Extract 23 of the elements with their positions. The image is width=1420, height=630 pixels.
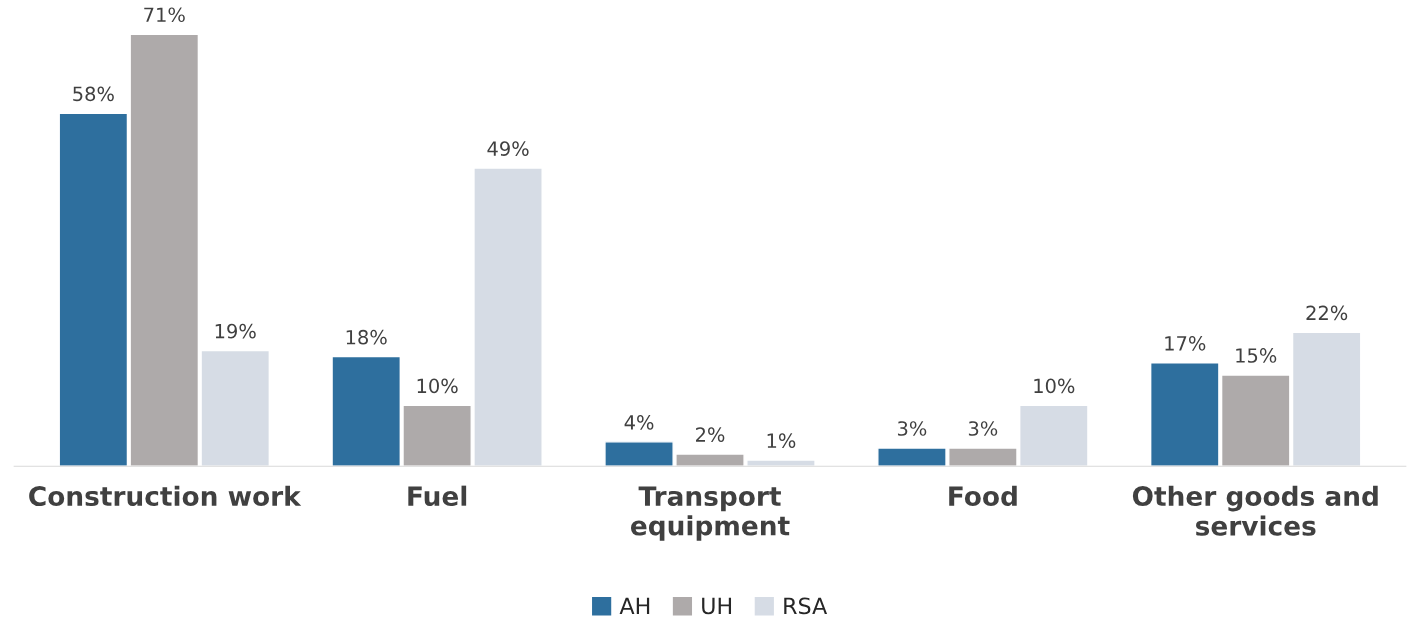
data-label: 22% — [1306, 305, 1348, 321]
data-label: 19% — [215, 323, 256, 339]
data-label: 15% — [1236, 348, 1277, 363]
x-tick-label: Fuel — [408, 485, 467, 507]
data-label: 2% — [696, 427, 725, 442]
legend-label: AH — [619, 597, 650, 614]
x-tick-label: Transport equipment — [630, 486, 790, 541]
x-tick-label: Construction work — [29, 485, 302, 507]
data-label: 71% — [144, 7, 185, 23]
x-tick-label: Other goods and services — [1132, 485, 1378, 536]
legend-label: RSA — [784, 597, 828, 615]
data-label: 17% — [1165, 335, 1206, 351]
data-label: 10% — [417, 378, 458, 394]
data-label: 18% — [346, 329, 387, 345]
data-label: 49% — [487, 141, 529, 156]
data-label: 1% — [767, 433, 796, 449]
data-label: 10% — [1034, 378, 1075, 394]
data-label: 4% — [624, 415, 654, 430]
data-label: 3% — [968, 421, 998, 436]
data-label: 58% — [73, 86, 114, 102]
data-label: 3% — [897, 421, 927, 436]
x-tick-label: Food — [949, 485, 1017, 507]
legend-label: UH — [702, 597, 732, 615]
